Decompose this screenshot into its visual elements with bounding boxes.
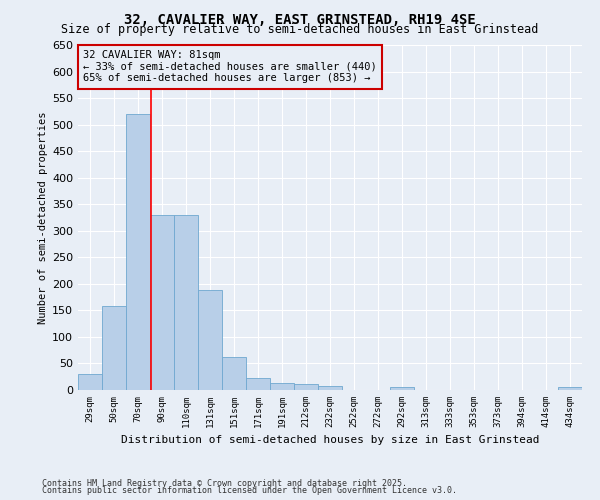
Bar xyxy=(294,384,318,390)
Bar xyxy=(198,290,222,390)
Text: 32, CAVALIER WAY, EAST GRINSTEAD, RH19 4SE: 32, CAVALIER WAY, EAST GRINSTEAD, RH19 4… xyxy=(124,12,476,26)
Bar xyxy=(222,357,246,390)
Text: 32 CAVALIER WAY: 81sqm
← 33% of semi-detached houses are smaller (440)
65% of se: 32 CAVALIER WAY: 81sqm ← 33% of semi-det… xyxy=(83,50,377,84)
Bar xyxy=(150,215,174,390)
Y-axis label: Number of semi-detached properties: Number of semi-detached properties xyxy=(38,112,48,324)
Bar xyxy=(102,306,126,390)
Bar xyxy=(558,388,582,390)
Text: Size of property relative to semi-detached houses in East Grinstead: Size of property relative to semi-detach… xyxy=(61,22,539,36)
Bar xyxy=(390,388,414,390)
Bar xyxy=(126,114,150,390)
Bar xyxy=(246,378,270,390)
Bar xyxy=(318,386,342,390)
Text: Contains HM Land Registry data © Crown copyright and database right 2025.: Contains HM Land Registry data © Crown c… xyxy=(42,478,407,488)
Bar xyxy=(174,215,198,390)
Bar xyxy=(78,374,102,390)
Text: Contains public sector information licensed under the Open Government Licence v3: Contains public sector information licen… xyxy=(42,486,457,495)
X-axis label: Distribution of semi-detached houses by size in East Grinstead: Distribution of semi-detached houses by … xyxy=(121,436,539,446)
Bar xyxy=(270,382,294,390)
